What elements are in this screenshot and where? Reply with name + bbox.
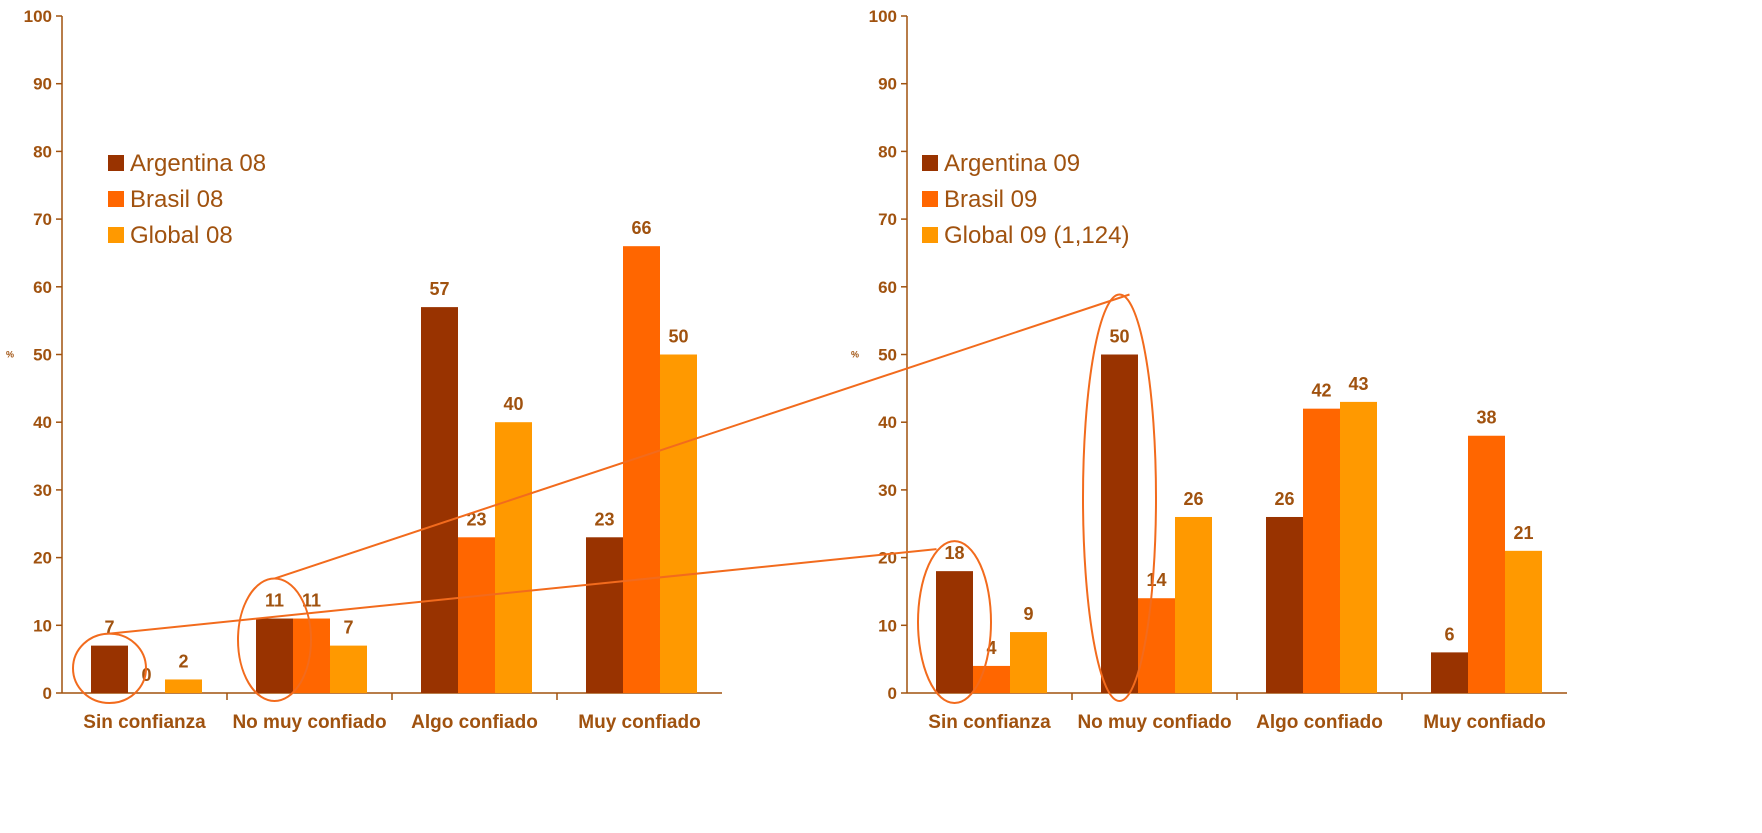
legend-label: Brasil 08 — [130, 186, 223, 213]
data-label: 0 — [141, 665, 151, 685]
x-category-label: Sin confianza — [928, 712, 1051, 733]
connector-no-muy-confiado — [274, 293, 1130, 580]
data-label: 40 — [503, 394, 523, 414]
data-label: 26 — [1183, 489, 1203, 509]
data-label: 50 — [1109, 327, 1129, 347]
x-category-label: Algo confiado — [1256, 712, 1383, 733]
y-tick-label: 0 — [888, 684, 897, 703]
legend-label: Argentina 08 — [130, 150, 266, 177]
y-tick-label: 30 — [878, 481, 897, 500]
legend-swatch — [922, 155, 938, 171]
highlight-ellipse-2009-sin-confianza — [917, 540, 992, 705]
legend-label: Brasil 09 — [944, 186, 1037, 213]
bar-global-08-sin-confianza — [165, 679, 202, 693]
y-tick-label: 50 — [33, 346, 52, 365]
data-label: 50 — [668, 327, 688, 347]
y-tick-label: 20 — [33, 549, 52, 568]
bar-global-08-muy-confiado — [660, 354, 697, 693]
data-label: 18 — [944, 543, 964, 563]
x-category-label: Muy confiado — [1423, 712, 1545, 733]
y-tick-label: 90 — [33, 75, 52, 94]
data-label: 57 — [429, 279, 449, 299]
legend-swatch — [108, 227, 124, 243]
chart-2009: 0 10 20 30 40 50 60 70 80 90 100% Sin confianza No m… — [851, 7, 1567, 733]
y-tick-label: 80 — [33, 142, 52, 161]
bar-global-09-1-124-sin-confianza — [1010, 632, 1047, 693]
data-label: 23 — [594, 509, 614, 529]
data-label: 4 — [986, 638, 996, 658]
y-tick-label: 60 — [33, 278, 52, 297]
bar-argentina-09-sin-confianza — [936, 571, 973, 693]
connector-sin-confianza — [109, 548, 937, 635]
bar-argentina-09-algo-confiado — [1266, 516, 1303, 693]
highlight-ellipse-2009-no-muy-confiado — [1082, 293, 1157, 702]
data-label: 7 — [104, 618, 114, 638]
data-label: 7 — [343, 618, 353, 638]
x-category-label: No muy confiado — [1077, 712, 1231, 733]
legend-label: Argentina 09 — [944, 150, 1080, 177]
data-label: 66 — [631, 218, 651, 238]
data-label: 2 — [178, 651, 188, 671]
bar-global-09-1-124-muy-confiado — [1505, 550, 1542, 693]
data-label: 11 — [265, 591, 284, 611]
data-label: 6 — [1444, 624, 1454, 644]
y-tick-label: 70 — [33, 210, 52, 229]
bar-argentina-08-algo-confiado — [421, 307, 458, 693]
y-tick-label: 90 — [878, 75, 897, 94]
legend-label: Global 09 (1,124) — [944, 222, 1129, 249]
bar-argentina-08-muy-confiado — [586, 537, 623, 693]
y-tick-label: 80 — [878, 142, 897, 161]
x-category-label: Algo confiado — [411, 712, 538, 733]
highlight-annotations — [72, 293, 1157, 705]
bar-argentina-09-no-muy-confiado — [1101, 354, 1138, 693]
bar-global-09-1-124-no-muy-confiado — [1175, 516, 1212, 693]
legend-swatch — [108, 155, 124, 171]
y-tick-label: 70 — [878, 210, 897, 229]
y-tick-label: 30 — [33, 481, 52, 500]
legend-swatch — [108, 191, 124, 207]
x-category-label: No muy confiado — [232, 712, 386, 733]
y-axis-unit: % — [6, 350, 14, 360]
bar-brasil-09-algo-confiado — [1303, 408, 1340, 693]
y-tick-label: 20 — [878, 549, 897, 568]
bar-brasil-08-algo-confiado — [458, 537, 495, 693]
legend-swatch — [922, 227, 938, 243]
bar-global-09-1-124-algo-confiado — [1340, 401, 1377, 693]
y-tick-label: 40 — [33, 413, 52, 432]
y-tick-label: 50 — [878, 346, 897, 365]
data-label: 42 — [1311, 381, 1331, 401]
bar-global-08-algo-confiado — [495, 422, 532, 693]
legend-label: Global 08 — [130, 222, 233, 249]
y-tick-label: 60 — [878, 278, 897, 297]
bar-argentina-08-no-muy-confiado — [256, 618, 293, 693]
y-axis-unit: % — [851, 350, 859, 360]
data-label: 14 — [1146, 570, 1166, 590]
y-tick-label: 100 — [869, 7, 897, 26]
data-label: 9 — [1023, 604, 1033, 624]
bar-brasil-08-muy-confiado — [623, 246, 660, 693]
y-tick-label: 100 — [24, 7, 52, 26]
y-tick-label: 40 — [878, 413, 897, 432]
data-label: 38 — [1476, 408, 1496, 428]
data-label: 11 — [302, 591, 321, 611]
bar-argentina-08-sin-confianza — [91, 645, 128, 693]
y-tick-label: 0 — [43, 684, 52, 703]
data-label: 43 — [1348, 374, 1368, 394]
x-category-label: Sin confianza — [83, 712, 206, 733]
bar-global-08-no-muy-confiado — [330, 645, 367, 693]
y-tick-label: 10 — [33, 616, 52, 635]
x-category-label: Muy confiado — [578, 712, 700, 733]
data-label: 23 — [466, 509, 486, 529]
data-label: 26 — [1274, 489, 1294, 509]
bar-brasil-09-muy-confiado — [1468, 435, 1505, 693]
legend-swatch — [922, 191, 938, 207]
bar-brasil-09-sin-confianza — [973, 665, 1010, 693]
y-tick-label: 10 — [878, 616, 897, 635]
bar-argentina-09-muy-confiado — [1431, 652, 1468, 693]
data-label: 21 — [1513, 523, 1533, 543]
